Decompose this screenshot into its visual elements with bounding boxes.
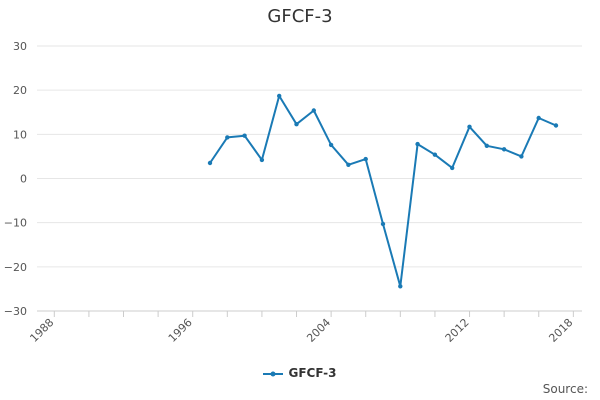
gridlines bbox=[37, 45, 582, 312]
legend-swatch-icon bbox=[263, 371, 284, 376]
x-tick-label: 1996 bbox=[166, 316, 195, 345]
y-tick-label: 20 bbox=[13, 84, 27, 97]
data-point[interactable] bbox=[328, 142, 334, 148]
data-point[interactable] bbox=[294, 122, 299, 127]
y-tick-label: −30 bbox=[4, 305, 27, 318]
y-tick-labels: 30 20 10 0 −10 −20 −30 bbox=[4, 40, 27, 318]
data-point[interactable] bbox=[484, 143, 489, 148]
data-point[interactable] bbox=[346, 162, 351, 167]
y-tick-label: −20 bbox=[4, 261, 27, 274]
series-layer bbox=[207, 93, 559, 289]
y-tick-label: 10 bbox=[13, 128, 27, 141]
y-tick-label: −10 bbox=[4, 217, 27, 230]
data-point[interactable] bbox=[432, 152, 438, 157]
data-point[interactable] bbox=[311, 108, 316, 113]
x-tick-labels: 1988 1996 2004 2012 2018 bbox=[27, 316, 575, 345]
axes bbox=[37, 310, 582, 317]
x-tick-label: 2018 bbox=[546, 316, 575, 345]
data-point[interactable] bbox=[259, 157, 265, 163]
data-point[interactable] bbox=[415, 141, 420, 147]
data-point[interactable] bbox=[398, 284, 403, 289]
data-point[interactable] bbox=[380, 221, 386, 227]
source-label: Source: bbox=[542, 382, 588, 396]
legend[interactable]: GFCF-3 bbox=[0, 366, 600, 380]
data-point[interactable] bbox=[467, 124, 472, 129]
chart-title: GFCF-3 bbox=[267, 6, 333, 27]
data-point[interactable] bbox=[277, 93, 282, 99]
legend-label: GFCF-3 bbox=[288, 366, 337, 380]
data-point[interactable] bbox=[450, 165, 455, 171]
series-line bbox=[209, 94, 557, 288]
data-point[interactable] bbox=[225, 135, 230, 140]
data-point[interactable] bbox=[536, 115, 541, 121]
data-point[interactable] bbox=[519, 154, 524, 159]
data-point[interactable] bbox=[242, 133, 247, 138]
x-tick-label: 2004 bbox=[304, 316, 333, 345]
x-tick-label: 2012 bbox=[443, 316, 472, 345]
data-point[interactable] bbox=[501, 147, 507, 152]
data-point[interactable] bbox=[363, 156, 368, 162]
data-point[interactable] bbox=[553, 123, 559, 128]
data-point[interactable] bbox=[207, 160, 213, 166]
x-tick-label: 1988 bbox=[27, 316, 56, 345]
y-tick-label: 30 bbox=[13, 40, 27, 53]
y-tick-label: 0 bbox=[20, 173, 27, 186]
